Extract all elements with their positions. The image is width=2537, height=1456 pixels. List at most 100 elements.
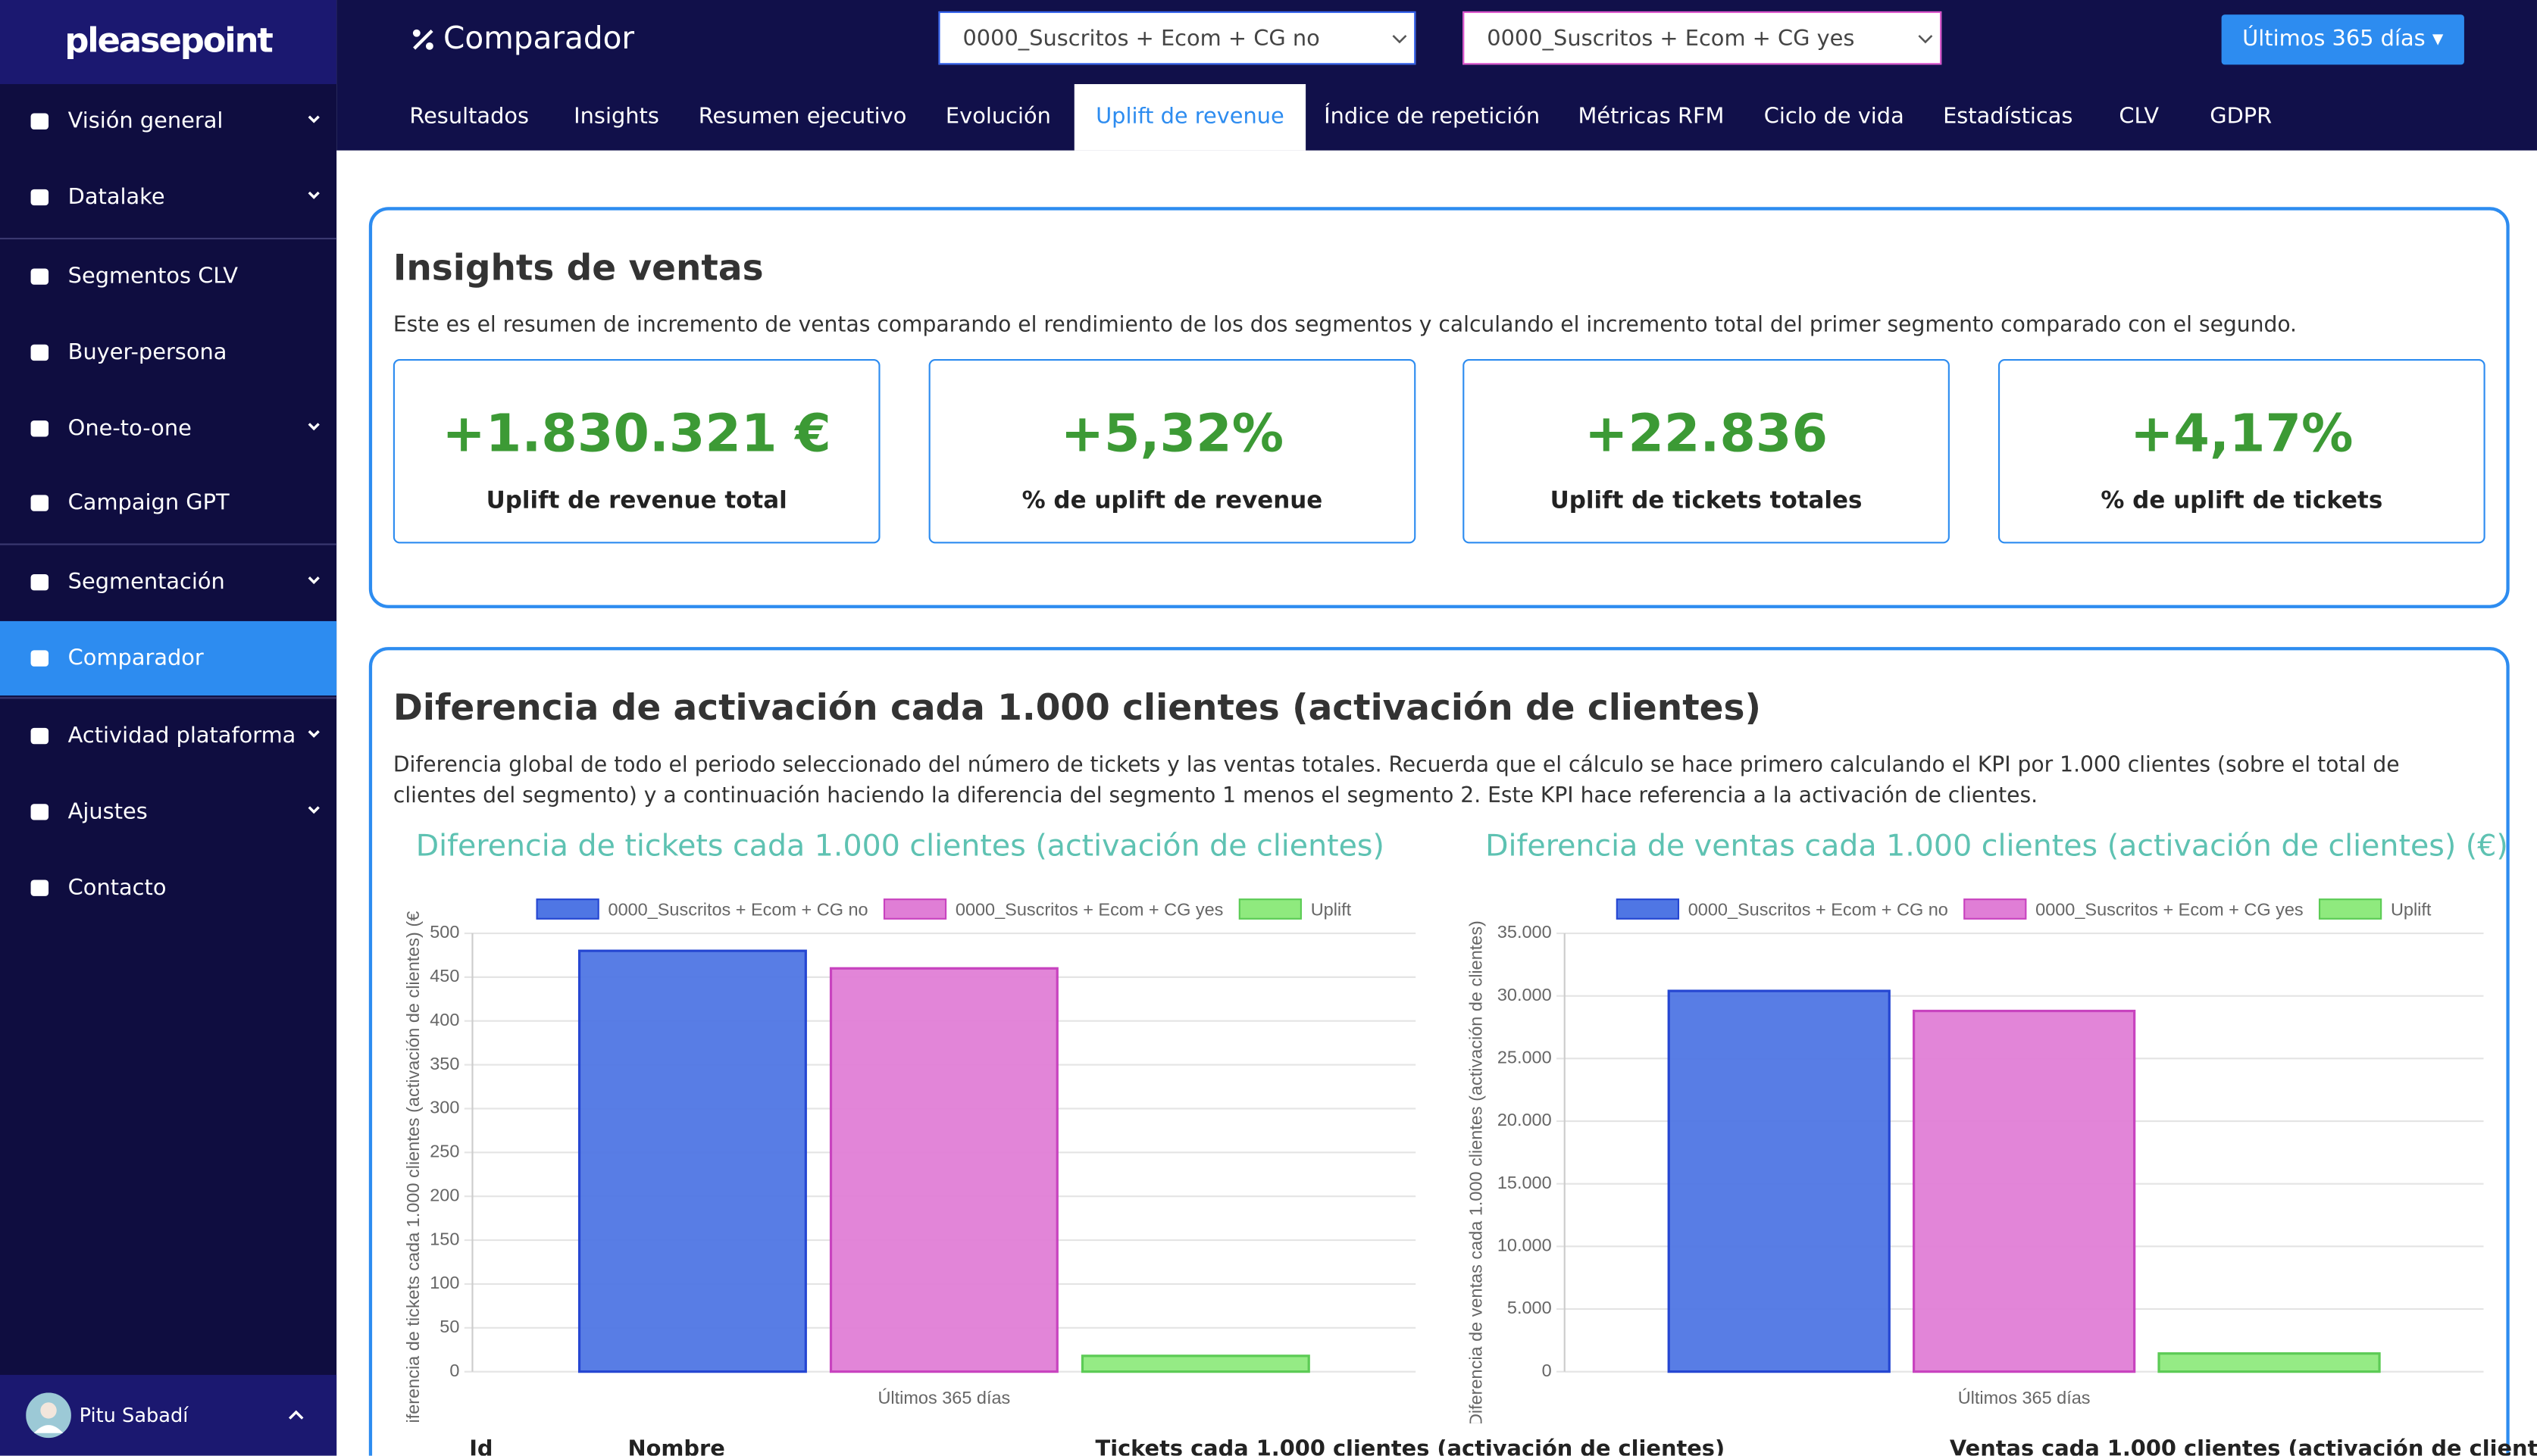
y-tick-label: 300 [430,1098,459,1117]
menu-item[interactable]: Contacto [0,851,336,925]
y-tick-label: 5.000 [1507,1298,1552,1317]
tab[interactable]: Métricas RFM [1578,103,1725,130]
legend-swatch [1616,898,1680,920]
chevron [308,115,320,123]
caret [1918,35,1933,44]
y-tick-label: 200 [430,1185,459,1204]
kpi-value: +1.830.321 € [442,402,831,464]
menu-label: Segmentación [67,569,225,595]
menu-item[interactable]: One-to-one [0,392,336,466]
legend-swatch [1238,898,1302,920]
y-tick-label: 0 [1542,1361,1552,1380]
sidebar: pleasepoint Visión general Datalake Segmen… [0,0,337,1456]
y-tick-label: 350 [430,1054,459,1073]
tab[interactable]: Resumen ejecutivo [698,103,907,130]
tab[interactable]: Uplift de revenue [1074,84,1306,151]
tab[interactable]: Insights [574,103,659,130]
tab[interactable]: Ciclo de vida [1763,103,1904,130]
kpi-label: Uplift de revenue total [486,488,787,514]
menu-icon [30,573,49,591]
segment-select-value: 0000_Suscritos + Ecom + CG yes [1487,26,1855,52]
logo[interactable]: pleasepoint [0,0,337,85]
legend-label: 0000_Suscritos + Ecom + CG yes [2035,899,2304,919]
divider [0,237,337,240]
y-tick-label: 450 [430,966,459,986]
table-header[interactable]: Ventas cada 1.000 clientes (activación d… [1949,1436,2537,1456]
menu-item[interactable]: Visión general [0,84,336,158]
legend-swatch [536,898,599,920]
menu-icon [30,113,49,130]
segment-select[interactable]: 0000_Suscritos + Ecom + CG no [938,11,1416,65]
chevron [308,423,320,431]
insights-title: Insights de ventas [393,248,764,290]
chart: Diferencia de tickets cada 1.000 cliente… [403,898,1416,1423]
menu-label: Campaign GPT [67,489,230,517]
y-tick-label: 250 [430,1142,459,1161]
tab[interactable]: GDPR [2210,103,2273,130]
divider [0,543,337,545]
kpi-label: Uplift de tickets totales [1550,488,1863,514]
y-tick-label: 100 [430,1273,459,1292]
kpi-label: % de uplift de revenue [1021,488,1323,514]
legend-label: Uplift [1311,899,1352,919]
y-tick-label: 0 [449,1361,459,1380]
y-tick-label: 50 [440,1317,459,1336]
tab[interactable]: Estadísticas [1943,103,2073,130]
x-tick-label: Últimos 365 días [1958,1388,2091,1408]
comparador-icon [412,29,433,50]
kpi-value: +5,32% [1060,402,1284,464]
menu-item[interactable]: Campaign GPT [0,466,336,540]
segment-select-value: 0000_Suscritos + Ecom + CG no [962,26,1320,52]
menu-label: Comparador [67,645,204,672]
caret [1392,35,1407,44]
menu-icon [30,804,49,820]
menu-item[interactable]: Comparador [0,620,337,696]
y-tick-label: 25.000 [1497,1048,1552,1067]
insights-card [368,207,2510,608]
tab[interactable]: Resultados [409,103,530,130]
menu-item[interactable]: Segmentación [0,545,336,620]
menu-item[interactable]: Actividad plataforma [0,698,336,773]
tab[interactable]: Índice de repetición [1324,103,1541,130]
menu-icon [30,495,49,511]
kpi-card: +5,32% % de uplift de revenue [928,359,1416,544]
kpi-card: +22.836 Uplift de tickets totales [1462,359,1950,544]
user-name: Pitu Sabadí [79,1404,189,1427]
table-header[interactable]: Tickets cada 1.000 clientes (activación … [1095,1436,1725,1456]
chevron [308,576,320,585]
user-menu[interactable]: Pitu Sabadí [0,1374,337,1456]
y-tick-label: 10.000 [1497,1236,1552,1255]
bar [1081,1354,1310,1373]
legend-label: 0000_Suscritos + Ecom + CG no [1688,899,1948,919]
segment-select[interactable]: 0000_Suscritos + Ecom + CG yes [1462,11,1942,65]
kpi-value: +4,17% [2130,402,2354,464]
chevron [308,191,320,199]
chevron [288,1410,304,1420]
menu-item[interactable]: Ajustes [0,775,336,849]
tab[interactable]: CLV [2119,103,2160,130]
y-tick-label: 35.000 [1497,922,1552,942]
menu-item[interactable]: Segmentos CLV [0,239,336,314]
menu-icon [30,268,49,285]
kpi-card: +4,17% % de uplift de tickets [1997,359,2485,544]
menu-icon [30,727,49,745]
y-axis-title: Diferencia de tickets cada 1.000 cliente… [403,911,423,1423]
legend-swatch [1963,898,2027,920]
menu-label: Segmentos CLV [67,264,238,290]
y-tick-label: 30.000 [1497,985,1552,1005]
kpi-label: % de uplift de tickets [2101,488,2383,514]
legend-label: 0000_Suscritos + Ecom + CG yes [956,899,1224,919]
table-header[interactable]: Nombre [627,1436,725,1456]
tab[interactable]: Evolución [945,103,1051,130]
menu-item[interactable]: Datalake [0,160,336,234]
y-tick-label: 150 [430,1229,459,1248]
kpi-value: +22.836 [1584,402,1828,464]
table-header[interactable]: Id [469,1436,493,1456]
chart-title: Diferencia de ventas cada 1.000 clientes… [1485,830,2508,864]
date-range-label: Últimos 365 días [2242,26,2426,52]
date-range-button[interactable]: Últimos 365 días ▾ [2221,14,2464,65]
bar [1912,1009,2136,1373]
bar [829,967,1059,1373]
menu-item[interactable]: Buyer-persona [0,315,336,389]
